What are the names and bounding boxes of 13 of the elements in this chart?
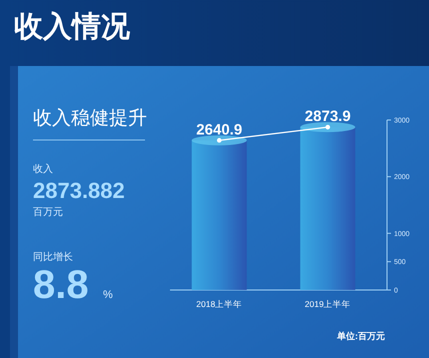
text: 收入 (33, 163, 53, 175)
chart-subtitle: 收入稳健提升 (33, 108, 147, 129)
text: 单位:百万元 (336, 331, 385, 341)
data-label: 2640.9 (196, 121, 242, 138)
x-tick-label: 2019上半年 (304, 299, 351, 309)
text: 同比增长 (33, 251, 73, 263)
text: % (103, 289, 113, 301)
x-tick-label: 2018上半年 (196, 299, 242, 309)
data-label: 2873.9 (304, 108, 351, 126)
text: 2873.882 (33, 178, 125, 203)
chart-title: 收入情况 (14, 11, 131, 43)
text: 百万元 (33, 207, 63, 218)
text: 8.8 (33, 263, 89, 307)
